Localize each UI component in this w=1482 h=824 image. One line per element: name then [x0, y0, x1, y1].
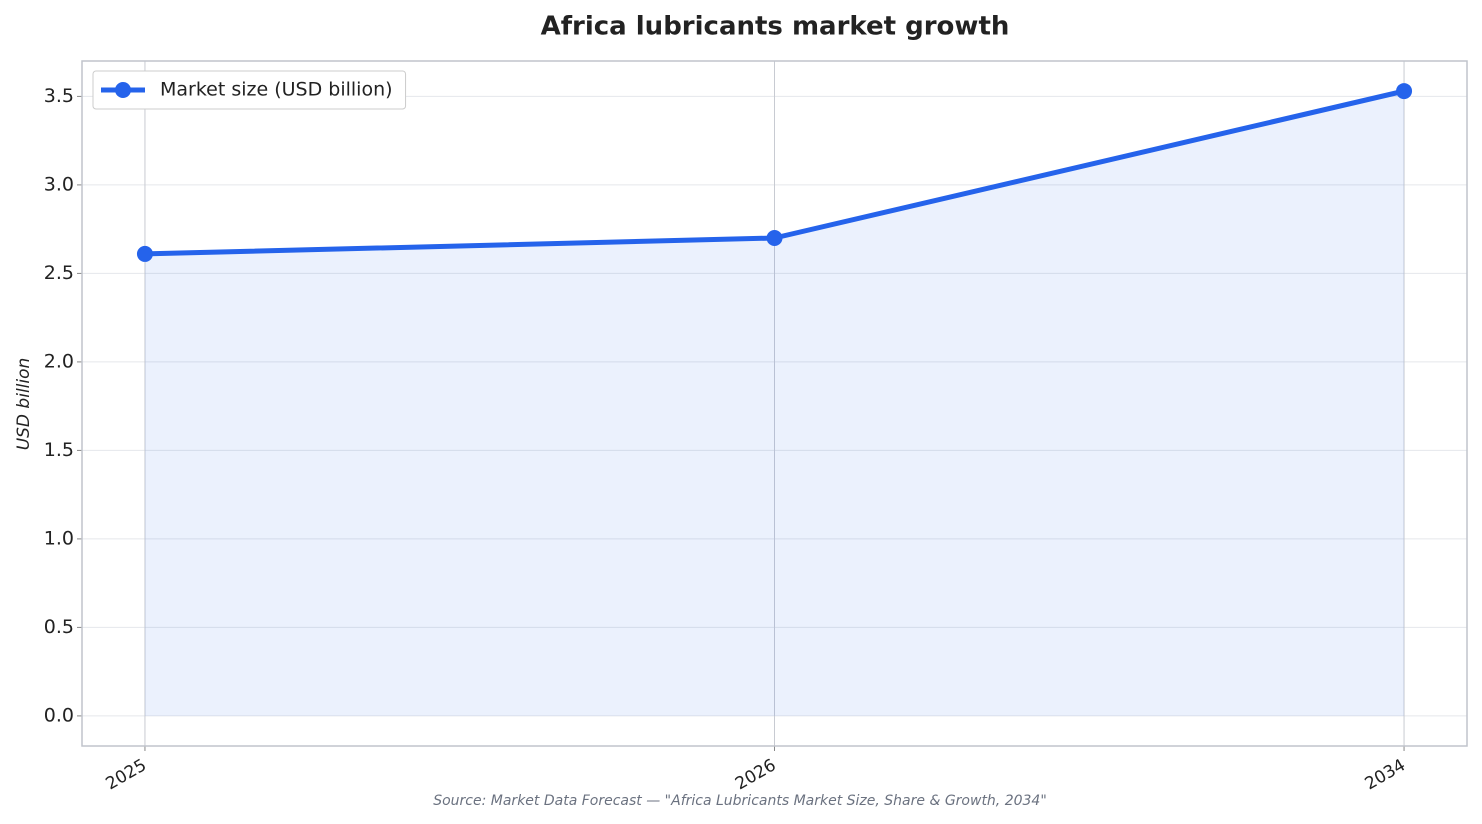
y-tick-label: 3.0 — [44, 173, 74, 195]
marker — [136, 245, 153, 262]
legend-marker — [115, 82, 131, 98]
legend-label: Market size (USD billion) — [160, 79, 393, 101]
y-tick-label: 1.0 — [44, 527, 74, 549]
y-tick-label: 0.5 — [44, 616, 74, 638]
y-tick-label: 3.5 — [44, 85, 74, 107]
y-tick-label: 2.5 — [44, 262, 74, 284]
y-tick-label: 1.5 — [44, 439, 74, 461]
legend-box — [92, 70, 407, 110]
marker — [1396, 83, 1413, 100]
y-axis-label: USD billion — [14, 358, 34, 451]
y-tick-label: 2.0 — [44, 350, 74, 372]
plot-frame — [81, 60, 1468, 747]
marker — [766, 230, 783, 247]
y-tick-label: 0.0 — [44, 704, 74, 726]
chart-title: Africa lubricants market growth — [541, 12, 1010, 42]
source-note: Source: Market Data Forecast — "Africa L… — [433, 793, 1047, 809]
